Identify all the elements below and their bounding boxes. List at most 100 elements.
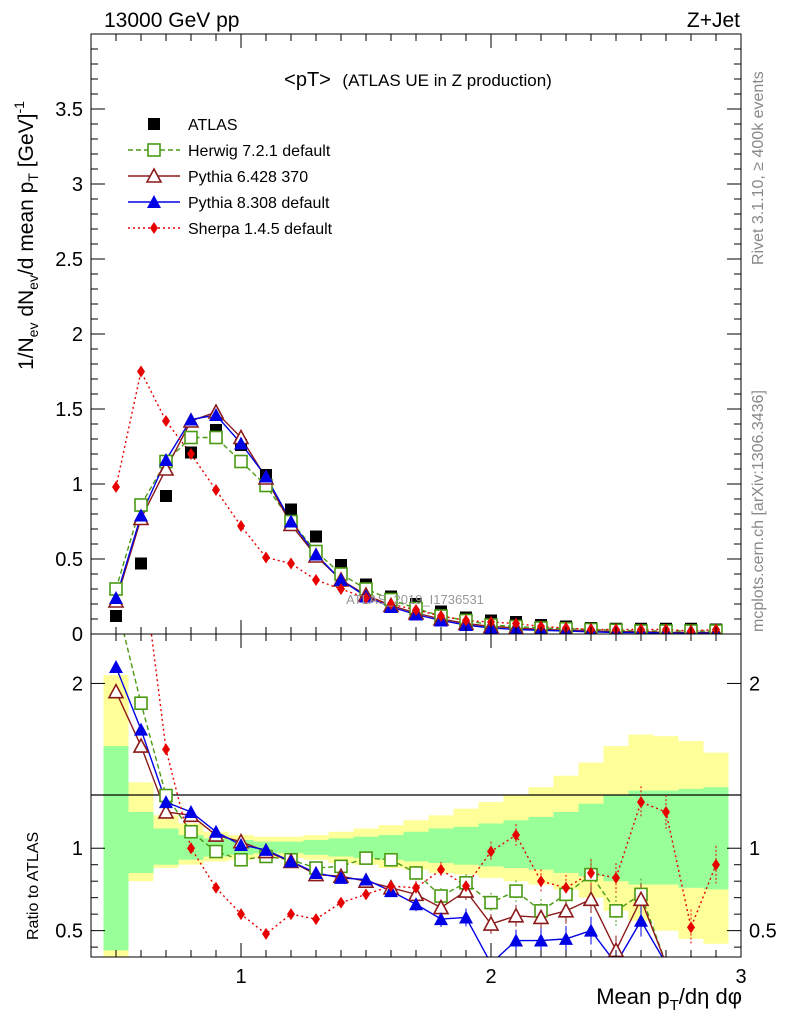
main-y-tick-label: 2.5 xyxy=(55,249,83,271)
ratio-y-tick-label-right: 1 xyxy=(749,838,760,860)
ratio-point-pythia-8-308-default xyxy=(109,659,123,673)
ratio-point-sherpa-1-4-5-default xyxy=(312,913,320,926)
ratio-point-sherpa-1-4-5-default xyxy=(412,881,420,894)
ratio-point-sherpa-1-4-5-default xyxy=(562,881,570,894)
band-green-bin xyxy=(603,795,629,882)
main-point-atlas xyxy=(310,530,322,543)
ratio-point-sherpa-1-4-5-default xyxy=(212,881,220,894)
ratio-y-tick-label: 1 xyxy=(72,838,83,860)
chart-title-sub: (ATLAS UE in Z production) xyxy=(342,71,551,90)
ratio-point-pythia-8-308-default xyxy=(584,923,598,937)
legend-marker-atlas xyxy=(148,118,160,130)
legend-label: Herwig 7.2.1 default xyxy=(188,143,331,160)
band-green-bin xyxy=(428,828,454,864)
main-point-pythia-8-308-default xyxy=(259,469,273,483)
main-point-sherpa-1-4-5-default xyxy=(312,574,320,586)
band-green-bin xyxy=(403,831,429,862)
ratio-y-tick-label: 0.5 xyxy=(55,921,83,943)
ratio-point-sherpa-1-4-5-default xyxy=(112,513,120,525)
ratio-point-sherpa-1-4-5-default xyxy=(712,858,720,871)
ratio-point-herwig-7-2-1-default xyxy=(484,895,498,910)
main-point-pythia-6-428-370 xyxy=(157,460,175,476)
main-point-sherpa-1-4-5-default xyxy=(437,610,445,622)
ratio-point-herwig-7-2-1-default xyxy=(234,852,248,867)
ratio-point-sherpa-1-4-5-default xyxy=(512,829,520,842)
legend-marker-pythia-8-308-default xyxy=(147,195,161,208)
band-green-bin xyxy=(278,841,304,854)
energy-label: 13000 GeV pp xyxy=(104,9,239,32)
ratio-point-sherpa-1-4-5-default xyxy=(187,842,195,855)
ratio-point-pythia-6-428-370 xyxy=(714,954,718,957)
band-green-bin xyxy=(478,823,504,867)
ratio-point-sherpa-1-4-5-default xyxy=(637,796,645,809)
ratio-point-pythia-6-428-370 xyxy=(507,907,525,923)
legend-entry-atlas: ATLAS xyxy=(148,117,238,134)
band-green-bin xyxy=(303,839,329,855)
band-green-bin xyxy=(703,787,729,890)
ratio-point-sherpa-1-4-5-default xyxy=(162,743,170,756)
ratio-point-herwig-7-2-1-default xyxy=(609,904,623,918)
band-green-bin xyxy=(678,788,704,888)
ratio-point-sherpa-1-4-5-default xyxy=(137,546,145,558)
band-green-bin xyxy=(528,816,554,870)
ratio-y-tick-label-right: 0.5 xyxy=(749,921,777,943)
band-green-bin xyxy=(328,838,354,857)
ratio-point-pythia-6-428-370 xyxy=(632,890,650,907)
ratio-point-sherpa-1-4-5-default xyxy=(387,880,395,893)
ratio-point-herwig-7-2-1-default xyxy=(509,884,523,898)
x-tick-label: 1 xyxy=(235,966,246,988)
ratio-point-sherpa-1-4-5-default xyxy=(612,871,620,884)
main-y-axis-label: 1/Nev dNev/d mean pT [GeV]-1 xyxy=(11,101,41,370)
ratio-y-axis-label: Ratio to ATLAS xyxy=(25,832,42,940)
mcplots-label: mcplots.cern.ch [arXiv:1306.3436] xyxy=(750,390,767,632)
legend-entry-pythia-8-308-default: Pythia 8.308 default xyxy=(128,195,330,212)
ratio-point-pythia-6-428-370 xyxy=(689,954,693,957)
band-green-bin xyxy=(453,826,479,865)
chart-title-main: <pT> xyxy=(284,69,331,91)
ratio-point-pythia-6-428-370 xyxy=(107,682,125,699)
watermark: ATLAS_2019_I1736531 xyxy=(346,592,484,607)
main-y-tick-label: 0.5 xyxy=(55,549,83,571)
ratio-point-herwig-7-2-1-default xyxy=(209,844,223,859)
ratio-point-pythia-8-308-default xyxy=(259,842,273,856)
main-point-pythia-8-308-default xyxy=(309,547,323,561)
ratio-point-pythia-8-308-default xyxy=(534,933,548,947)
ratio-point-sherpa-1-4-5-default xyxy=(487,845,495,858)
x-tick-label: 2 xyxy=(485,966,496,988)
x-axis-label: Mean pT/dη dφ xyxy=(596,984,742,1014)
ratio-point-pythia-6-428-370 xyxy=(157,803,175,819)
main-point-pythia-8-308-default xyxy=(284,514,298,528)
main-y-tick-label: 2 xyxy=(72,324,83,346)
axis-ticks xyxy=(90,34,742,957)
ratio-point-herwig-7-2-1-default xyxy=(709,956,723,957)
legend-label: Pythia 8.308 default xyxy=(188,195,330,212)
ratio-point-pythia-8-308-default xyxy=(159,795,173,809)
ratio-point-sherpa-1-4-5-default xyxy=(537,875,545,888)
band-green-bin xyxy=(128,811,154,873)
main-point-atlas xyxy=(160,490,172,502)
main-y-tick-label: 1 xyxy=(72,474,83,496)
ratio-point-pythia-8-308-default xyxy=(209,824,223,838)
main-point-pythia-8-308-default xyxy=(109,591,123,604)
main-point-atlas xyxy=(135,557,147,570)
main-point-sherpa-1-4-5-default xyxy=(237,520,245,532)
ratio-point-sherpa-1-4-5-default xyxy=(237,908,245,921)
ratio-point-pythia-8-308-default xyxy=(434,912,448,926)
ratio-point-pythia-8-308-default xyxy=(134,722,148,736)
ratio-point-pythia-8-308-default xyxy=(309,865,323,879)
legend: ATLAS Herwig 7.2.1 default Pythia 6.428 37… xyxy=(128,117,333,238)
main-point-sherpa-1-4-5-default xyxy=(262,551,270,564)
main-point-sherpa-1-4-5-default xyxy=(387,598,395,610)
main-point-sherpa-1-4-5-default xyxy=(162,415,170,427)
main-point-pythia-8-308-default xyxy=(334,573,348,586)
process-label: Z+Jet xyxy=(687,9,740,32)
main-point-sherpa-1-4-5-default xyxy=(287,557,295,570)
ratio-point-herwig-7-2-1-default xyxy=(359,851,373,865)
ratio-point-pythia-8-308-default xyxy=(459,910,473,924)
ratio-point-sherpa-1-4-5-default xyxy=(462,880,470,893)
legend-label: ATLAS xyxy=(188,117,238,134)
legend-marker-sherpa-1-4-5-default xyxy=(150,222,158,234)
ratio-y-tick-label-right: 2 xyxy=(749,673,760,695)
ratio-point-pythia-8-308-default xyxy=(690,956,692,957)
